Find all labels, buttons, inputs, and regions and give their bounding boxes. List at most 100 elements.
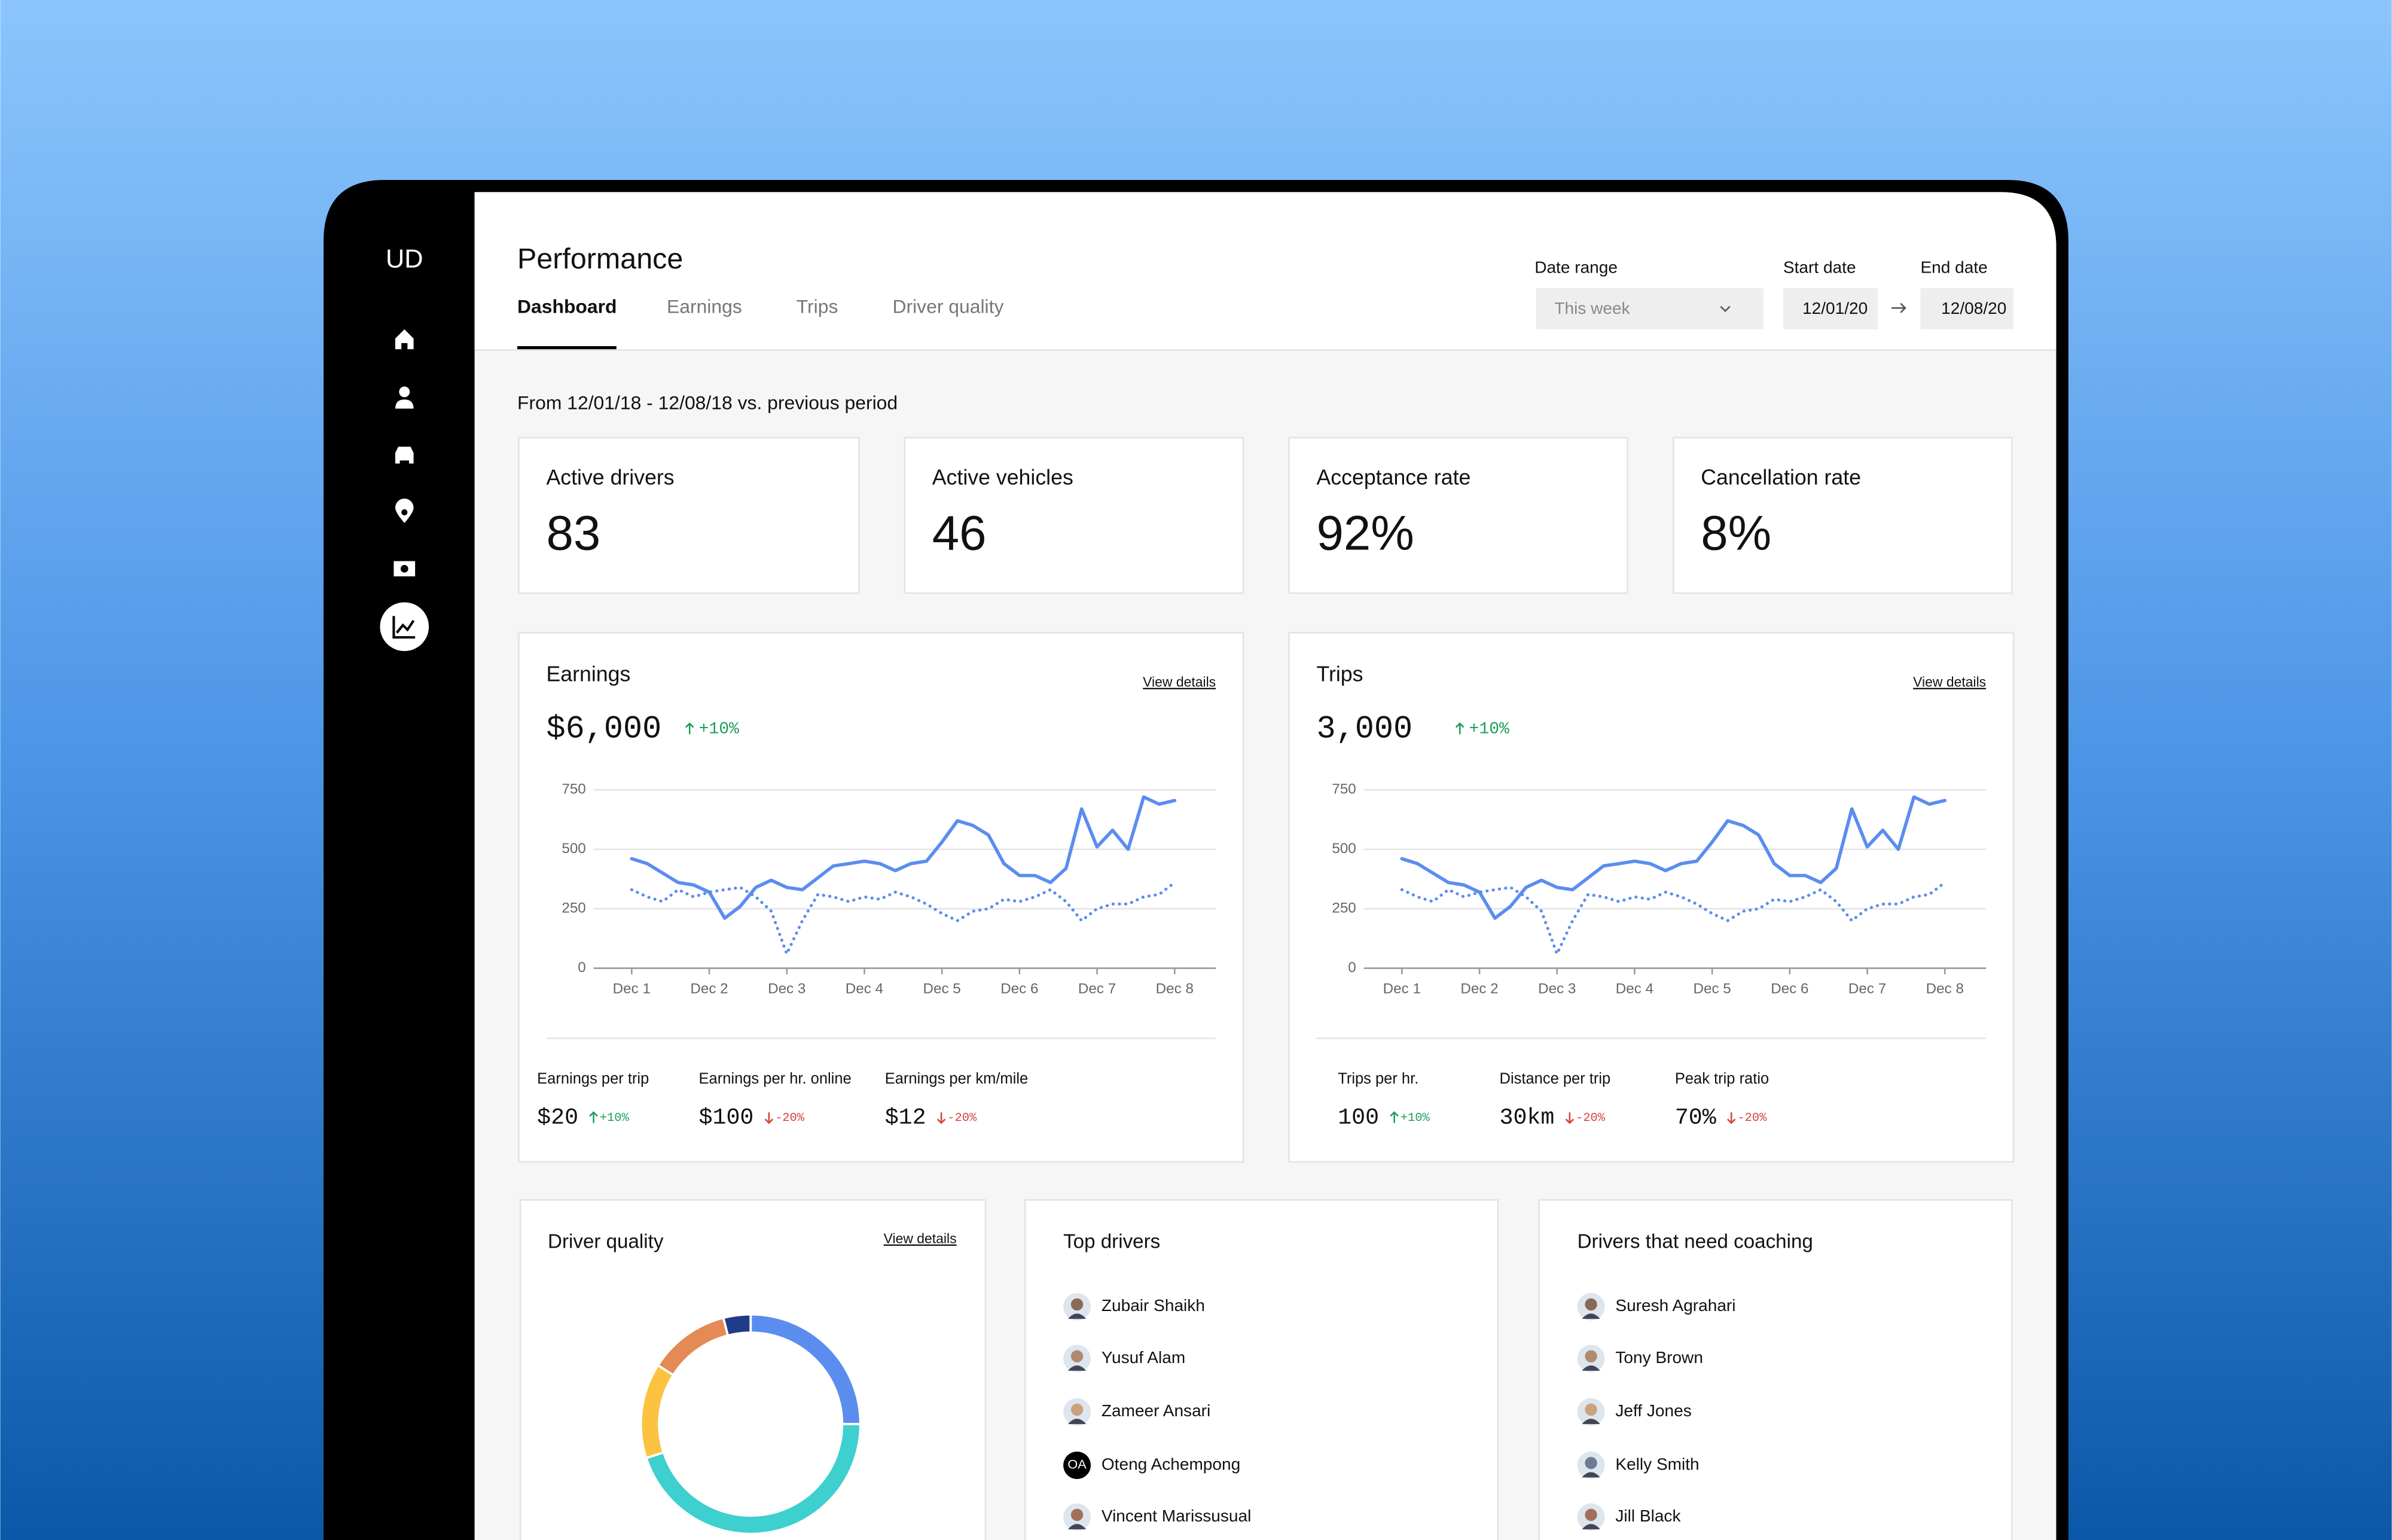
x-tick-label: Dec 1 bbox=[613, 981, 651, 997]
date-arrow bbox=[1891, 302, 1906, 313]
chart-total: 3,000 bbox=[1316, 711, 1412, 747]
driver-name[interactable]: Yusuf Alam bbox=[1102, 1348, 1185, 1367]
metric-change: -20% bbox=[775, 1111, 805, 1125]
avatar-head bbox=[1070, 1508, 1084, 1521]
driver-name[interactable]: Suresh Agrahari bbox=[1615, 1296, 1735, 1315]
driver-name[interactable]: Oteng Achempong bbox=[1102, 1455, 1240, 1473]
avatar-body bbox=[1067, 1524, 1087, 1530]
avatar-head bbox=[1070, 1403, 1084, 1416]
kpi-value: 92% bbox=[1316, 506, 1414, 560]
view-details-link[interactable]: View details bbox=[1913, 674, 1986, 690]
x-tick-label: Dec 5 bbox=[923, 981, 961, 997]
chart-title: Earnings bbox=[546, 662, 630, 686]
x-tick-label: Dec 8 bbox=[1156, 981, 1194, 997]
x-tick-label: Dec 8 bbox=[1926, 981, 1964, 997]
card-title: Top drivers bbox=[1063, 1230, 1160, 1252]
chart-title: Trips bbox=[1316, 662, 1363, 686]
metric-change: +10% bbox=[1401, 1111, 1430, 1125]
avatar-head bbox=[1585, 1508, 1597, 1521]
driver-name[interactable]: Jeff Jones bbox=[1615, 1401, 1691, 1420]
end-date-input[interactable] bbox=[1920, 288, 2014, 329]
driver-name[interactable]: Kelly Smith bbox=[1615, 1455, 1699, 1473]
logo: UD bbox=[386, 245, 423, 274]
period-note: From 12/01/18 - 12/08/18 vs. previous pe… bbox=[517, 392, 898, 413]
y-tick-label: 750 bbox=[1332, 781, 1356, 798]
chart-change: +10% bbox=[699, 720, 739, 739]
trend-arrow bbox=[764, 1112, 774, 1125]
x-tick-label: Dec 2 bbox=[1460, 981, 1498, 997]
x-tick-label: Dec 7 bbox=[1848, 981, 1886, 997]
trend-arrow bbox=[685, 722, 694, 735]
date-range-value[interactable]: This week bbox=[1554, 299, 1630, 317]
avatar-body bbox=[1067, 1365, 1087, 1371]
metric-change: -20% bbox=[947, 1111, 977, 1125]
avatar-head bbox=[1070, 1350, 1084, 1362]
nav-icons bbox=[380, 329, 429, 652]
kpi-label: Active vehicles bbox=[932, 465, 1073, 489]
date-range-label: Date range bbox=[1534, 258, 1618, 276]
y-tick-label: 250 bbox=[1332, 900, 1356, 916]
metric-label: Earnings per trip bbox=[537, 1070, 649, 1087]
metric-value: 70% bbox=[1675, 1105, 1716, 1131]
chart-change: +10% bbox=[1469, 720, 1509, 739]
avatar-body bbox=[1067, 1419, 1087, 1425]
chevron bbox=[1720, 305, 1731, 313]
kpi-label: Active drivers bbox=[546, 465, 674, 489]
trend-arrow bbox=[1455, 722, 1465, 735]
driver-icon[interactable] bbox=[399, 386, 410, 398]
driver-name[interactable]: Jill Black bbox=[1615, 1507, 1681, 1525]
start-date-value[interactable]: 12/01/20 bbox=[1802, 299, 1868, 317]
y-tick-label: 0 bbox=[578, 960, 585, 976]
chart-total: $6,000 bbox=[546, 711, 661, 747]
vehicle-icon[interactable] bbox=[395, 447, 414, 464]
metric-label: Distance per trip bbox=[1500, 1070, 1611, 1087]
metric-value: $12 bbox=[885, 1105, 926, 1131]
end-date-value[interactable]: 12/08/20 bbox=[1941, 299, 2006, 317]
kpi-label: Cancellation rate bbox=[1701, 465, 1861, 489]
driver-name[interactable]: Zubair Shaikh bbox=[1102, 1296, 1205, 1315]
tab[interactable]: Trips bbox=[797, 296, 838, 317]
x-tick-label: Dec 2 bbox=[690, 981, 728, 997]
card-title: Drivers that need coaching bbox=[1578, 1230, 1813, 1252]
kpi-value: 46 bbox=[932, 506, 987, 560]
x-tick-label: Dec 7 bbox=[1078, 981, 1116, 997]
avatar-head bbox=[1070, 1298, 1084, 1311]
driver-quality-card bbox=[519, 1199, 987, 1540]
x-tick-label: Dec 4 bbox=[846, 981, 883, 997]
start-date-input[interactable] bbox=[1783, 288, 1878, 329]
metric-label: Trips per hr. bbox=[1338, 1070, 1418, 1087]
driver-name[interactable]: Vincent Marissusual bbox=[1102, 1507, 1251, 1525]
avatar-body bbox=[1582, 1472, 1600, 1478]
tab[interactable]: Driver quality bbox=[892, 296, 1003, 317]
driver-name[interactable]: Tony Brown bbox=[1615, 1348, 1703, 1367]
avatar-body bbox=[1067, 1313, 1087, 1319]
metric-value: $100 bbox=[699, 1105, 754, 1131]
avatar-body bbox=[1582, 1313, 1600, 1319]
y-tick-label: 500 bbox=[562, 841, 585, 857]
metric-change: -20% bbox=[1737, 1111, 1767, 1125]
metric-label: Peak trip ratio bbox=[1675, 1070, 1769, 1087]
metric-value: 30km bbox=[1500, 1105, 1555, 1131]
trend-arrow bbox=[1390, 1111, 1399, 1123]
metric-value: 100 bbox=[1338, 1105, 1379, 1131]
driver-name[interactable]: Zameer Ansari bbox=[1102, 1401, 1210, 1420]
x-tick-label: Dec 6 bbox=[1000, 981, 1038, 997]
y-tick-label: 500 bbox=[1332, 841, 1356, 857]
kpi-card bbox=[1288, 436, 1629, 594]
avatar-head bbox=[1585, 1298, 1597, 1311]
kpi-value: 8% bbox=[1701, 506, 1771, 560]
view-details-link[interactable]: View details bbox=[884, 1231, 957, 1246]
tab[interactable]: Dashboard bbox=[517, 296, 617, 317]
tab[interactable]: Earnings bbox=[667, 296, 742, 317]
y-tick-label: 0 bbox=[1348, 960, 1356, 976]
donut-segment bbox=[722, 1313, 752, 1337]
trend-arrow bbox=[1726, 1112, 1736, 1125]
date-range-select[interactable] bbox=[1536, 288, 1764, 329]
home-icon[interactable] bbox=[395, 329, 414, 350]
end-date-label: End date bbox=[1920, 258, 1987, 276]
chart-card bbox=[518, 632, 1244, 1163]
view-details-link[interactable]: View details bbox=[1143, 674, 1216, 690]
kpi-card bbox=[904, 436, 1244, 594]
